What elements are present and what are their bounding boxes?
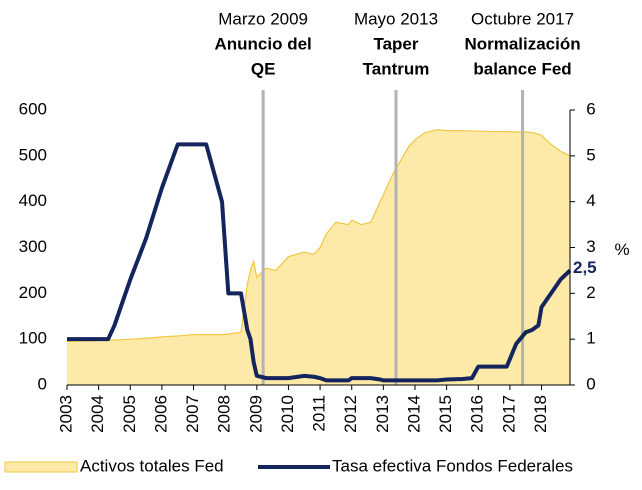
area-edge xyxy=(66,129,571,343)
y-tick-label: 100 xyxy=(19,329,47,348)
event-date: Mayo 2013 xyxy=(354,9,438,28)
event-label: Taper xyxy=(373,34,418,53)
x-tick-label: 2017 xyxy=(499,395,518,433)
y-tick-label: 600 xyxy=(19,99,47,118)
event-date: Marzo 2009 xyxy=(218,9,308,28)
area xyxy=(67,129,570,385)
y2-tick-label: 1 xyxy=(586,329,595,348)
x-tick-label: 2010 xyxy=(278,395,297,433)
x-tick-label: 2008 xyxy=(215,395,234,433)
x-tick-label: 2003 xyxy=(56,395,75,433)
x-tick-label: 2009 xyxy=(246,395,265,433)
y2-tick-label: 0 xyxy=(586,374,595,393)
x-tick-label: 2015 xyxy=(436,395,455,433)
y2-tick-label: 5 xyxy=(586,145,595,164)
x-tick-label: 2016 xyxy=(468,395,487,433)
y2-tick-label: 3 xyxy=(586,237,595,256)
y-tick-label: 200 xyxy=(19,283,47,302)
x-tick-label: 2014 xyxy=(404,395,423,433)
y2-axis-label: % xyxy=(614,240,629,259)
x-tick-label: 2006 xyxy=(151,395,170,433)
legend-label: Activos totales Fed xyxy=(80,456,224,475)
x-tick-label: 2012 xyxy=(341,395,360,433)
y-tick-label: 400 xyxy=(19,191,47,210)
y2-tick-label: 6 xyxy=(586,99,595,118)
event-date: Octubre 2017 xyxy=(471,9,574,28)
x-tick-label: 2018 xyxy=(531,395,550,433)
legend-label: Tasa efectiva Fondos Federales xyxy=(332,456,573,475)
y-tick-label: 0 xyxy=(38,374,47,393)
x-tick-label: 2013 xyxy=(373,395,392,433)
y2-tick-label: 4 xyxy=(586,191,595,210)
event-label: QE xyxy=(251,59,276,78)
y2-tick-label: 2 xyxy=(586,283,595,302)
x-tick-label: 2007 xyxy=(183,395,202,433)
event-label: Normalización xyxy=(464,34,580,53)
x-tick-label: 2011 xyxy=(310,395,329,432)
line xyxy=(67,142,572,383)
end-label: 2,5 xyxy=(573,258,597,277)
y-tick-label: 500 xyxy=(19,145,47,164)
event-label: Anuncio del xyxy=(214,34,311,53)
x-tick-label: 2005 xyxy=(120,395,139,433)
y-tick-label: 300 xyxy=(19,237,47,256)
event-label: balance Fed xyxy=(473,59,571,78)
x-tick-label: 2004 xyxy=(88,395,107,433)
event-label: Tantrum xyxy=(363,59,430,78)
legend-swatch xyxy=(4,461,78,473)
